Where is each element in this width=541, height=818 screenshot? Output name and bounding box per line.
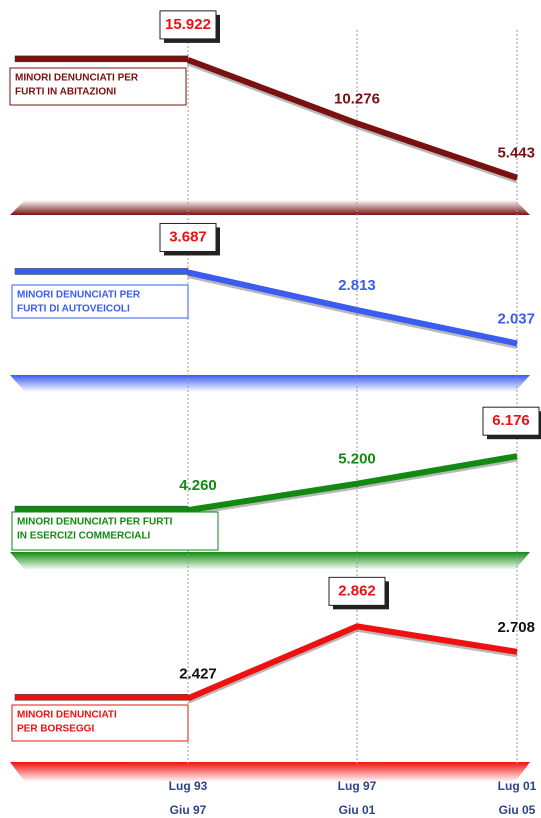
legend-box	[11, 284, 189, 319]
value-label: 15.922	[165, 16, 211, 33]
line	[186, 623, 518, 702]
floor	[10, 552, 530, 570]
x-tick-label: Lug 97	[338, 779, 377, 793]
legend-box	[11, 511, 219, 551]
label-box	[328, 576, 386, 606]
value-label: 2.427	[179, 665, 217, 682]
x-tick-label: Lug 01	[498, 779, 537, 793]
value-label: 6.176	[492, 412, 530, 429]
floor	[10, 375, 530, 392]
label-box	[159, 10, 217, 40]
legend-box	[9, 67, 187, 106]
legend-label: FURTI DI AUTOVEICOLI	[17, 304, 130, 315]
x-tick-label: Giu 01	[339, 803, 376, 817]
legend-label: MINORI DENUNCIATI PER	[15, 73, 139, 84]
value-label: 2.037	[497, 310, 535, 327]
value-label: 3.687	[169, 228, 207, 245]
line-lead	[14, 505, 189, 513]
legend-label: IN ESERCIZI COMMERCIALI	[17, 531, 151, 542]
value-label: 4.260	[179, 477, 217, 494]
value-label: 10.276	[334, 90, 380, 107]
x-tick-label: Giu 05	[499, 803, 536, 817]
line	[186, 57, 518, 181]
line-lead	[14, 55, 189, 63]
value-label: 2.862	[338, 582, 376, 599]
legend-label: MINORI DENUNCIATI PER FURTI	[17, 517, 173, 528]
legend-box	[11, 704, 189, 742]
floor	[10, 200, 530, 215]
value-label: 5.443	[497, 145, 535, 162]
line-lead	[14, 694, 189, 701]
x-tick-label: Giu 97	[170, 803, 207, 817]
label-box	[482, 406, 540, 436]
legend-label: MINORI DENUNCIATI	[17, 710, 117, 721]
value-label: 2.708	[497, 619, 535, 636]
x-tick-label: Lug 93	[169, 779, 208, 793]
legend-label: PER BORSEGGI	[17, 724, 94, 735]
legend-label: FURTI IN ABITAZIONI	[15, 87, 116, 98]
floor	[10, 762, 530, 782]
legend-label: MINORI DENUNCIATI PER	[17, 290, 141, 301]
line	[187, 453, 518, 514]
value-label: 5.200	[338, 451, 376, 468]
line-shadow	[186, 624, 518, 704]
line-lead	[14, 268, 189, 275]
label-box	[159, 222, 217, 252]
line	[187, 269, 518, 347]
value-label: 2.813	[338, 277, 376, 294]
